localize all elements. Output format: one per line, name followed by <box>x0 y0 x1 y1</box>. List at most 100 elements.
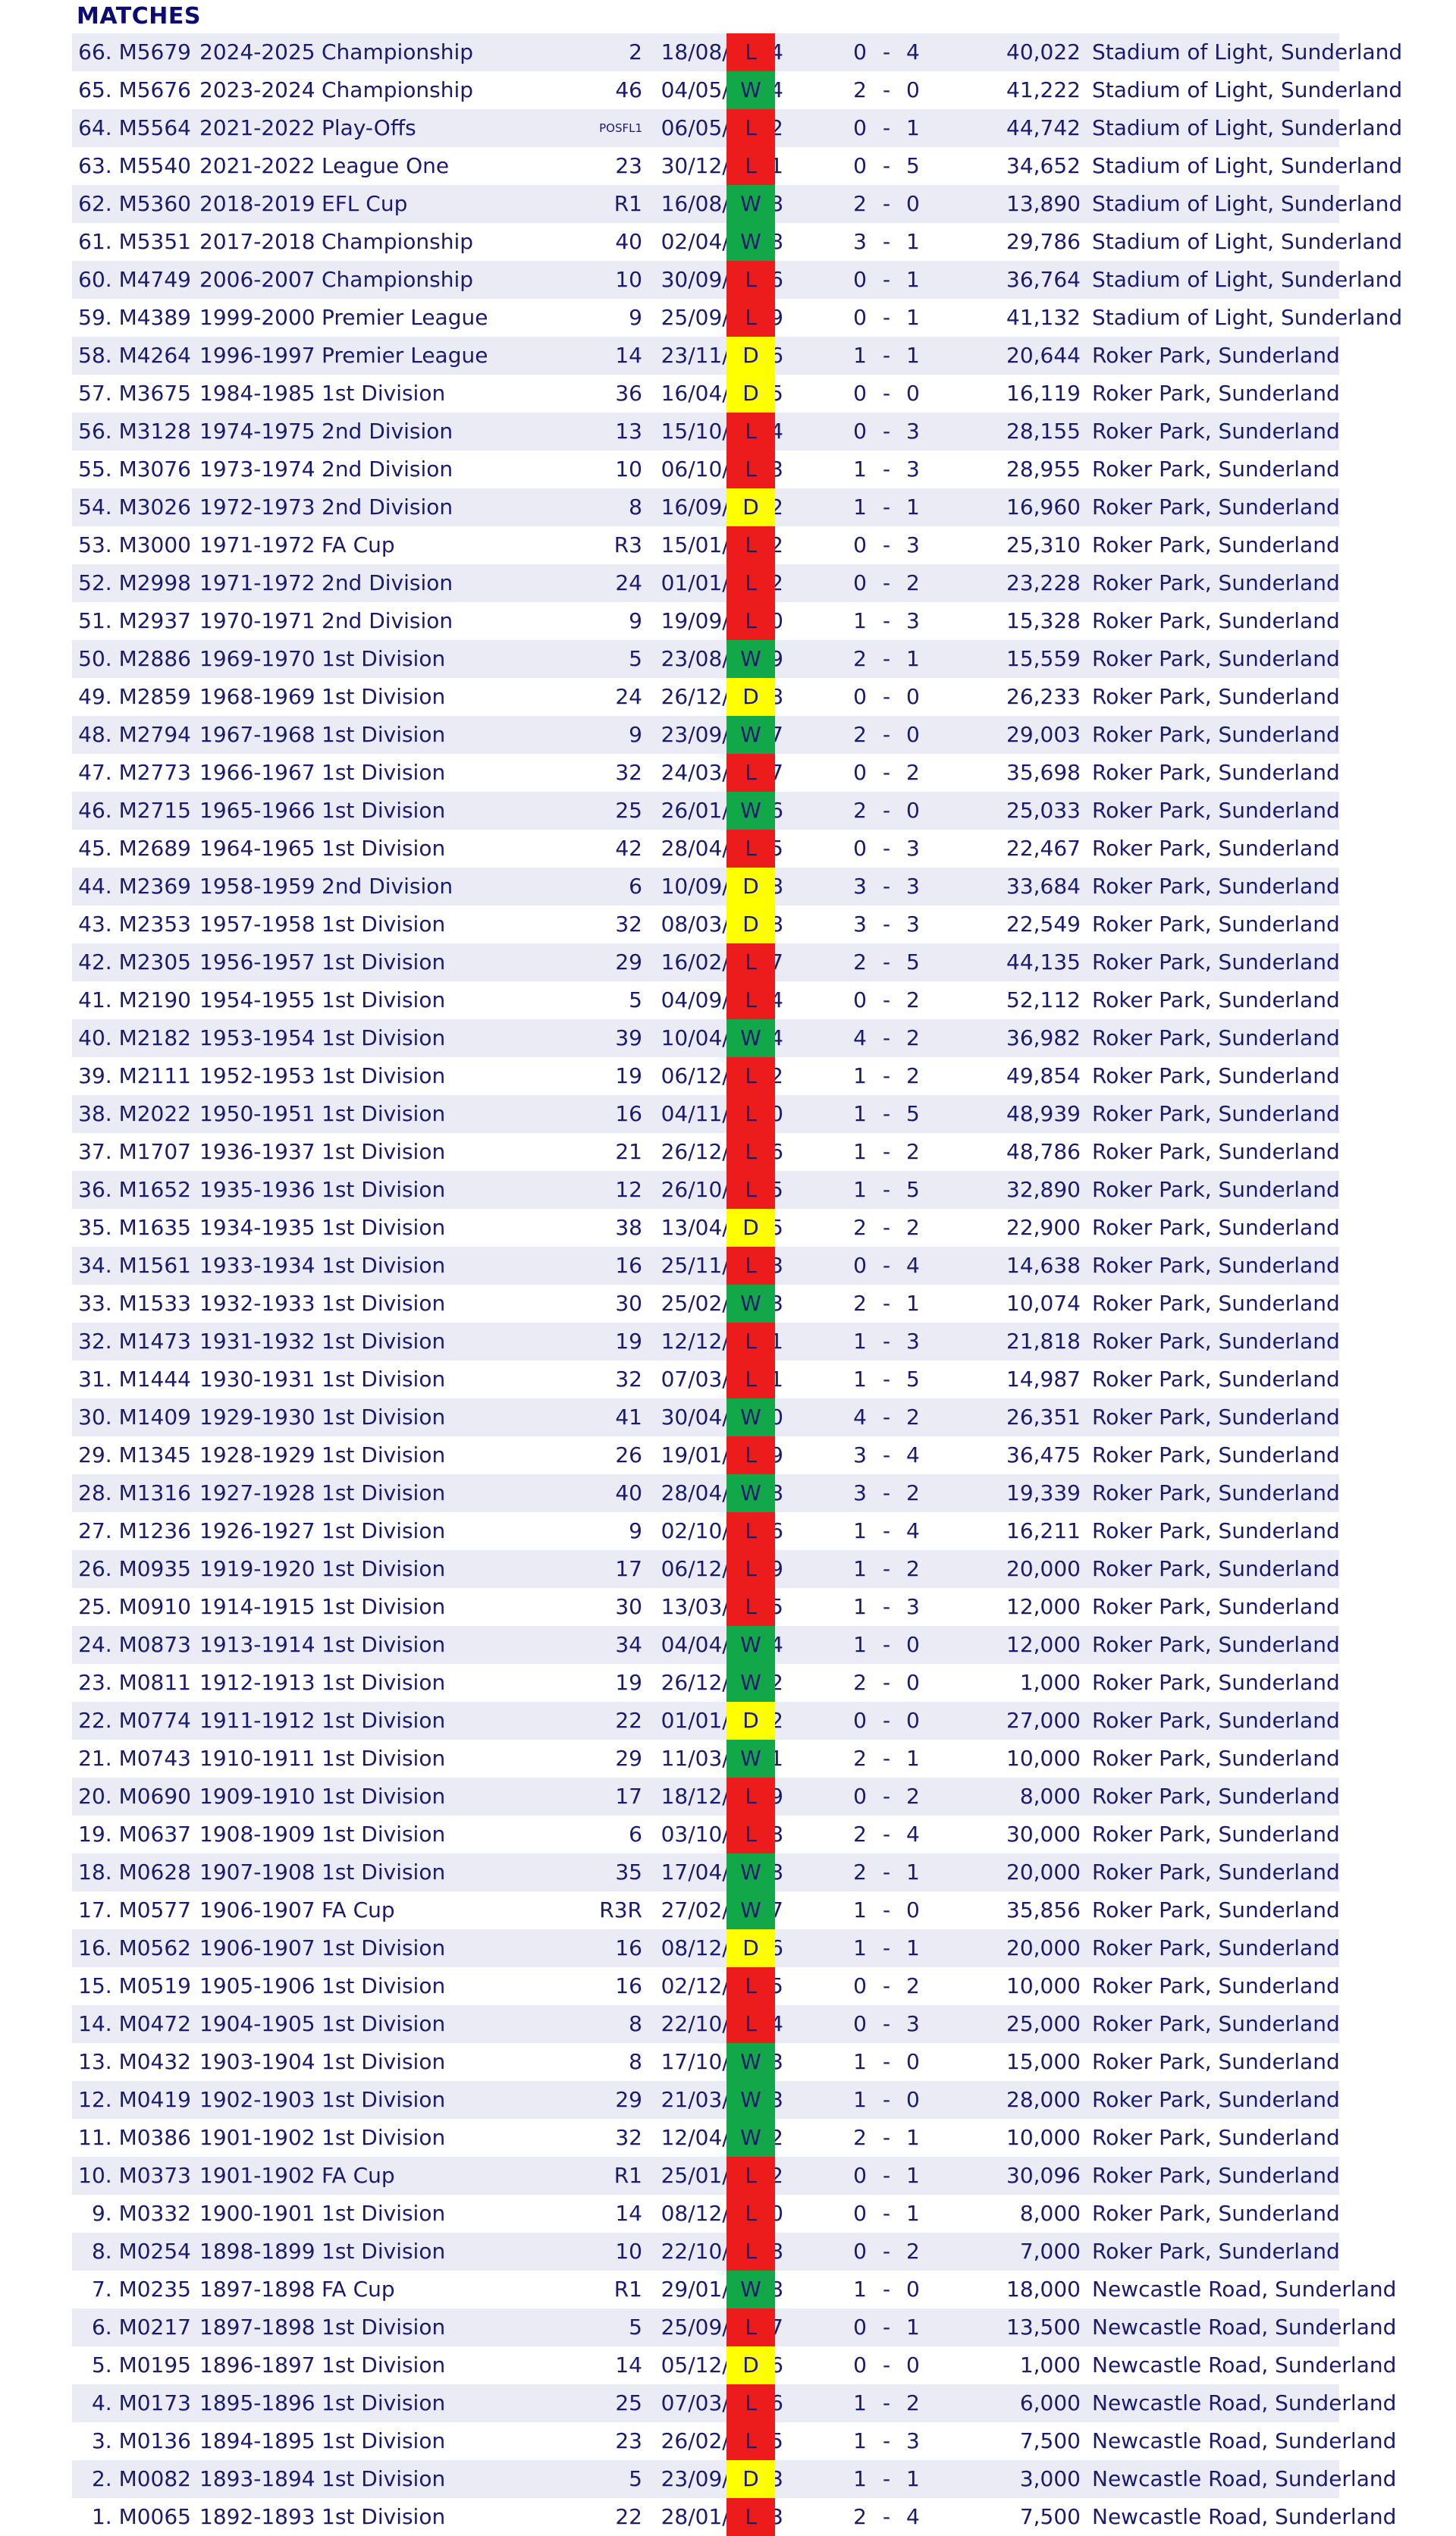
match-index[interactable]: 12. M0419 <box>72 2081 191 2119</box>
match-index[interactable]: 27. M1236 <box>72 1512 191 1550</box>
table-row[interactable]: 64. M5564 2021-2022 Play-Offs POSFL1 06/05/2… <box>72 109 1402 147</box>
match-index[interactable]: 55. M3076 <box>72 450 191 488</box>
match-index[interactable]: 26. M0935 <box>72 1550 191 1588</box>
table-row[interactable]: 22. M0774 1911-1912 1st Division 22 01/01/19… <box>72 1702 1340 1740</box>
match-id-link[interactable]: M1652 <box>118 1177 191 1202</box>
match-id-link[interactable]: M1444 <box>118 1367 191 1392</box>
match-index[interactable]: 7. M0235 <box>72 2271 191 2308</box>
match-index[interactable]: 15. M0519 <box>72 1967 191 2005</box>
table-row[interactable]: 24. M0873 1913-1914 1st Division 34 04/04/19… <box>72 1626 1340 1664</box>
table-row[interactable]: 21. M0743 1910-1911 1st Division 29 11/03/19… <box>72 1740 1340 1778</box>
match-id-link[interactable]: M0373 <box>118 2163 191 2188</box>
match-index[interactable]: 13. M0432 <box>72 2043 191 2081</box>
match-index[interactable]: 49. M2859 <box>72 678 191 716</box>
match-index[interactable]: 54. M3026 <box>72 488 191 526</box>
match-id-link[interactable]: M4389 <box>118 305 191 330</box>
match-index[interactable]: 46. M2715 <box>72 792 191 830</box>
table-row[interactable]: 43. M2353 1957-1958 1st Division 32 08/03/19… <box>72 905 1340 943</box>
match-id-link[interactable]: M2859 <box>118 684 191 709</box>
match-id-link[interactable]: M1236 <box>118 1518 191 1543</box>
table-row[interactable]: 42. M2305 1956-1957 1st Division 29 16/02/19… <box>72 943 1340 981</box>
match-index[interactable]: 50. M2886 <box>72 640 191 678</box>
table-row[interactable]: 28. M1316 1927-1928 1st Division 40 28/04/19… <box>72 1474 1340 1512</box>
match-index[interactable]: 57. M3675 <box>72 375 191 413</box>
match-id-link[interactable]: M0235 <box>118 2277 191 2302</box>
table-row[interactable]: 33. M1533 1932-1933 1st Division 30 25/02/19… <box>72 1285 1340 1323</box>
match-id-link[interactable]: M0386 <box>118 2125 191 2150</box>
table-row[interactable]: 35. M1635 1934-1935 1st Division 38 13/04/19… <box>72 1209 1340 1247</box>
match-id-link[interactable]: M0195 <box>118 2352 191 2378</box>
match-id-link[interactable]: M0628 <box>118 1860 191 1885</box>
match-id-link[interactable]: M0935 <box>118 1556 191 1581</box>
match-index[interactable]: 40. M2182 <box>72 1019 191 1057</box>
table-row[interactable]: 4. M0173 1895-1896 1st Division 25 07/03/189… <box>72 2384 1396 2422</box>
match-index[interactable]: 20. M0690 <box>72 1778 191 1816</box>
match-id-link[interactable]: M0910 <box>118 1594 191 1619</box>
table-row[interactable]: 18. M0628 1907-1908 1st Division 35 17/04/19… <box>72 1853 1340 1891</box>
match-index[interactable]: 44. M2369 <box>72 868 191 905</box>
match-id-link[interactable]: M5360 <box>118 191 191 216</box>
match-id-link[interactable]: M5540 <box>118 153 191 178</box>
match-index[interactable]: 36. M1652 <box>72 1171 191 1209</box>
match-index[interactable]: 31. M1444 <box>72 1361 191 1398</box>
match-id-link[interactable]: M0173 <box>118 2390 191 2415</box>
match-index[interactable]: 38. M2022 <box>72 1095 191 1133</box>
match-id-link[interactable]: M0637 <box>118 1822 191 1847</box>
match-index[interactable]: 9. M0332 <box>72 2195 191 2233</box>
table-row[interactable]: 12. M0419 1902-1903 1st Division 29 21/03/19… <box>72 2081 1340 2119</box>
table-row[interactable]: 55. M3076 1973-1974 2nd Division 10 06/10/19… <box>72 450 1340 488</box>
table-row[interactable]: 14. M0472 1904-1905 1st Division 8 22/10/190… <box>72 2005 1340 2043</box>
table-row[interactable]: 9. M0332 1900-1901 1st Division 14 08/12/190… <box>72 2195 1340 2233</box>
match-index[interactable]: 37. M1707 <box>72 1133 191 1171</box>
table-row[interactable]: 62. M5360 2018-2019 EFL Cup R1 16/08/2018 W 2-… <box>72 185 1402 223</box>
match-index[interactable]: 14. M0472 <box>72 2005 191 2043</box>
match-id-link[interactable]: M0254 <box>118 2239 191 2264</box>
table-row[interactable]: 5. M0195 1896-1897 1st Division 14 05/12/189… <box>72 2346 1396 2384</box>
match-index[interactable]: 30. M1409 <box>72 1398 191 1436</box>
table-row[interactable]: 54. M3026 1972-1973 2nd Division 8 16/09/197… <box>72 488 1340 526</box>
match-id-link[interactable]: M4264 <box>118 343 191 368</box>
match-index[interactable]: 51. M2937 <box>72 602 191 640</box>
table-row[interactable]: 27. M1236 1926-1927 1st Division 9 02/10/192… <box>72 1512 1340 1550</box>
table-row[interactable]: 2. M0082 1893-1894 1st Division 5 23/09/1893… <box>72 2460 1396 2498</box>
match-id-link[interactable]: M3000 <box>118 532 191 557</box>
match-id-link[interactable]: M3128 <box>118 419 191 444</box>
table-row[interactable]: 39. M2111 1952-1953 1st Division 19 06/12/19… <box>72 1057 1340 1095</box>
table-row[interactable]: 37. M1707 1936-1937 1st Division 21 26/12/19… <box>72 1133 1340 1171</box>
table-row[interactable]: 36. M1652 1935-1936 1st Division 12 26/10/19… <box>72 1171 1340 1209</box>
match-index[interactable]: 23. M0811 <box>72 1664 191 1702</box>
match-id-link[interactable]: M5351 <box>118 229 191 254</box>
match-index[interactable]: 47. M2773 <box>72 754 191 792</box>
table-row[interactable]: 6. M0217 1897-1898 1st Division 5 25/09/1897… <box>72 2308 1396 2346</box>
match-id-link[interactable]: M0432 <box>118 2049 191 2074</box>
match-index[interactable]: 42. M2305 <box>72 943 191 981</box>
table-row[interactable]: 29. M1345 1928-1929 1st Division 26 19/01/19… <box>72 1436 1340 1474</box>
table-row[interactable]: 51. M2937 1970-1971 2nd Division 9 19/09/197… <box>72 602 1340 640</box>
table-row[interactable]: 10. M0373 1901-1902 FA Cup R1 25/01/1902 L 0-1… <box>72 2157 1340 2195</box>
table-row[interactable]: 48. M2794 1967-1968 1st Division 9 23/09/196… <box>72 716 1340 754</box>
table-row[interactable]: 61. M5351 2017-2018 Championship 40 02/04/20… <box>72 223 1402 261</box>
match-id-link[interactable]: M0577 <box>118 1897 191 1922</box>
table-row[interactable]: 41. M2190 1954-1955 1st Division 5 04/09/195… <box>72 981 1340 1019</box>
match-id-link[interactable]: M2305 <box>118 949 191 975</box>
match-id-link[interactable]: M2111 <box>118 1063 191 1088</box>
match-id-link[interactable]: M0811 <box>118 1670 191 1695</box>
match-id-link[interactable]: M0217 <box>118 2315 191 2340</box>
match-index[interactable]: 34. M1561 <box>72 1247 191 1285</box>
match-index[interactable]: 18. M0628 <box>72 1853 191 1891</box>
match-index[interactable]: 33. M1533 <box>72 1285 191 1323</box>
match-index[interactable]: 43. M2353 <box>72 905 191 943</box>
table-row[interactable]: 65. M5676 2023-2024 Championship 46 04/05/20… <box>72 71 1402 109</box>
match-id-link[interactable]: M5679 <box>118 39 191 64</box>
table-row[interactable]: 60. M4749 2006-2007 Championship 10 30/09/20… <box>72 261 1402 299</box>
match-id-link[interactable]: M2689 <box>118 836 191 861</box>
match-index[interactable]: 64. M5564 <box>72 109 191 147</box>
match-index[interactable]: 45. M2689 <box>72 830 191 868</box>
match-id-link[interactable]: M0562 <box>118 1935 191 1960</box>
table-row[interactable]: 15. M0519 1905-1906 1st Division 16 02/12/19… <box>72 1967 1340 2005</box>
table-row[interactable]: 16. M0562 1906-1907 1st Division 16 08/12/19… <box>72 1929 1340 1967</box>
table-row[interactable]: 17. M0577 1906-1907 FA Cup R3R 27/02/1907 W 1-… <box>72 1891 1340 1929</box>
table-row[interactable]: 20. M0690 1909-1910 1st Division 17 18/12/19… <box>72 1778 1340 1816</box>
table-row[interactable]: 25. M0910 1914-1915 1st Division 30 13/03/19… <box>72 1588 1340 1626</box>
match-index[interactable]: 4. M0173 <box>72 2384 191 2422</box>
